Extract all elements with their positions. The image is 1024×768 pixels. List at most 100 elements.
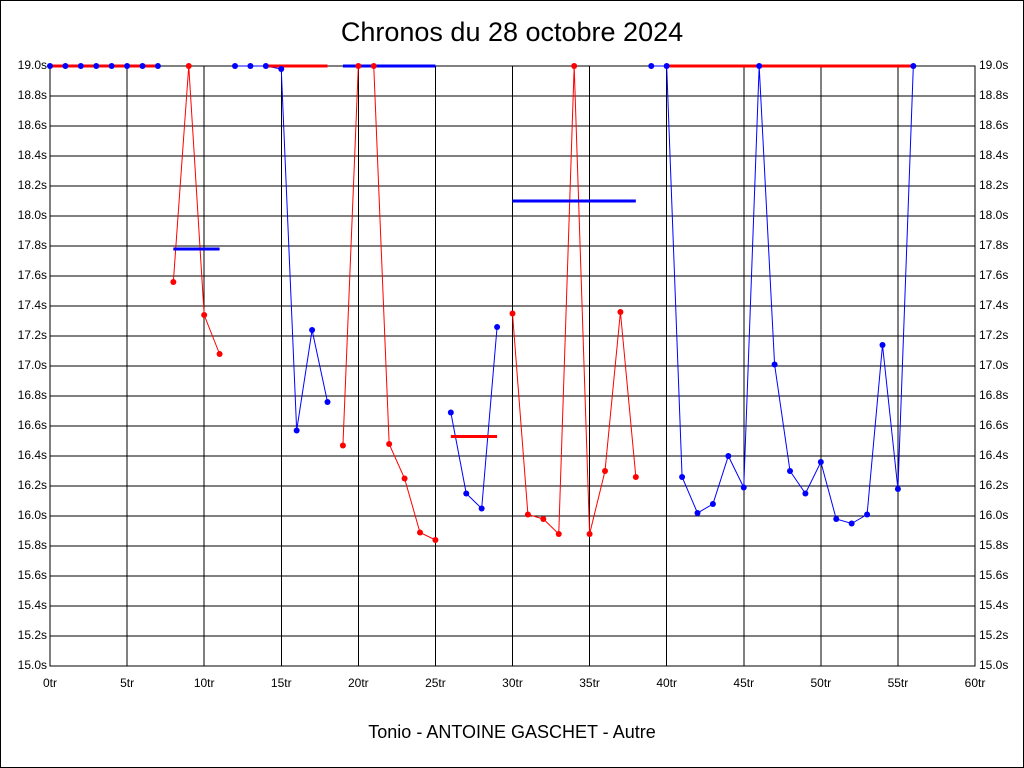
data-point <box>62 63 69 69</box>
y-tick-label: 18.0s <box>18 208 47 222</box>
data-point <box>694 510 701 516</box>
data-point <box>355 63 362 69</box>
data-point <box>740 484 747 491</box>
data-point <box>478 505 485 512</box>
data-point <box>339 442 346 449</box>
data-point <box>709 501 716 507</box>
data-point <box>417 529 423 536</box>
data-point <box>216 351 223 357</box>
series-line <box>172 65 221 355</box>
data-point <box>524 511 531 518</box>
x-tick-label: 55tr <box>888 676 909 690</box>
data-point <box>124 63 131 69</box>
data-point <box>47 63 53 69</box>
data-point <box>602 468 608 474</box>
y2-tick-label: 18.6s <box>979 118 1008 132</box>
data-point <box>432 537 439 543</box>
data-point <box>540 516 547 522</box>
data-point <box>139 63 146 69</box>
y2-tick-label: 16.6s <box>979 418 1008 432</box>
x-tick-label: 5tr <box>120 676 134 690</box>
y2-tick-label: 17.0s <box>979 358 1008 372</box>
series-line <box>651 65 914 525</box>
data-point <box>93 63 100 69</box>
y-tick-label: 18.6s <box>18 118 47 132</box>
data-point <box>864 511 871 518</box>
data-point <box>278 66 285 72</box>
data-point <box>848 520 855 527</box>
y2-tick-label: 16.2s <box>979 478 1008 492</box>
data-point <box>170 279 177 285</box>
data-point <box>817 459 824 465</box>
y2-tick-label: 17.2s <box>979 328 1008 342</box>
series-line <box>450 326 498 510</box>
y-tick-label: 16.6s <box>18 418 47 432</box>
data-point <box>447 409 454 416</box>
y-tick-label: 15.8s <box>18 538 47 552</box>
x-tick-label: 30tr <box>502 676 523 690</box>
data-point <box>401 475 408 482</box>
y-tick-label: 16.8s <box>18 388 47 402</box>
x-tick-label: 40tr <box>656 676 677 690</box>
data-point <box>370 63 377 69</box>
data-point <box>725 453 732 459</box>
y2-tick-label: 17.4s <box>979 298 1008 312</box>
x-axis-title: Tonio - ANTOINE GASCHET - Autre <box>368 722 655 742</box>
y-tick-label: 18.4s <box>18 148 47 162</box>
y-tick-label: 17.4s <box>18 298 47 312</box>
y2-tick-label: 17.6s <box>979 268 1008 282</box>
y-tick-label: 16.2s <box>18 478 47 492</box>
data-point <box>509 310 516 317</box>
y-tick-label: 18.2s <box>18 178 47 192</box>
y-tick-label: 17.8s <box>18 238 47 252</box>
data-point <box>555 531 562 537</box>
data-point <box>185 63 192 69</box>
data-point <box>632 474 639 480</box>
data-point <box>648 63 655 69</box>
data-point <box>154 63 161 69</box>
y-tick-label: 17.6s <box>18 268 47 282</box>
y2-tick-label: 15.0s <box>979 658 1008 672</box>
x-tick-label: 0tr <box>43 676 57 690</box>
y-tick-label: 16.4s <box>18 448 47 462</box>
data-point <box>324 399 331 405</box>
y2-tick-label: 19.0s <box>979 58 1008 72</box>
data-point <box>571 63 578 69</box>
data-point <box>232 63 238 69</box>
data-point <box>494 324 501 330</box>
x-tick-label: 60tr <box>965 676 986 690</box>
x-tick-label: 15tr <box>271 676 292 690</box>
y2-tick-label: 16.8s <box>979 388 1008 402</box>
y-tick-label: 15.2s <box>18 628 47 642</box>
y-tick-label: 18.8s <box>18 88 47 102</box>
data-point <box>463 490 470 497</box>
y2-tick-label: 18.2s <box>979 178 1008 192</box>
data-point <box>663 63 670 69</box>
y2-tick-label: 18.4s <box>979 148 1008 162</box>
y2-tick-label: 15.4s <box>979 598 1008 612</box>
y2-tick-label: 18.0s <box>979 208 1008 222</box>
x-tick-label: 50tr <box>810 676 831 690</box>
x-tick-label: 25tr <box>425 676 446 690</box>
data-point <box>108 63 115 69</box>
x-tick-label: 35tr <box>579 676 600 690</box>
data-point <box>77 63 84 69</box>
y-tick-label: 15.4s <box>18 598 47 612</box>
y-tick-label: 17.0s <box>18 358 47 372</box>
data-point <box>771 361 778 368</box>
x-tick-label: 45tr <box>733 676 754 690</box>
y2-tick-label: 18.8s <box>979 88 1008 102</box>
data-point <box>756 63 763 69</box>
data-point <box>293 427 300 434</box>
data-point <box>787 468 793 474</box>
y-tick-label: 19.0s <box>18 58 47 72</box>
data-point <box>586 531 593 537</box>
y-tick-label: 15.0s <box>18 658 47 672</box>
y-tick-label: 15.6s <box>18 568 47 582</box>
data-point <box>833 516 840 522</box>
data-point <box>802 490 809 497</box>
x-tick-label: 20tr <box>348 676 369 690</box>
x-tick-label: 10tr <box>194 676 215 690</box>
data-point <box>247 63 254 69</box>
